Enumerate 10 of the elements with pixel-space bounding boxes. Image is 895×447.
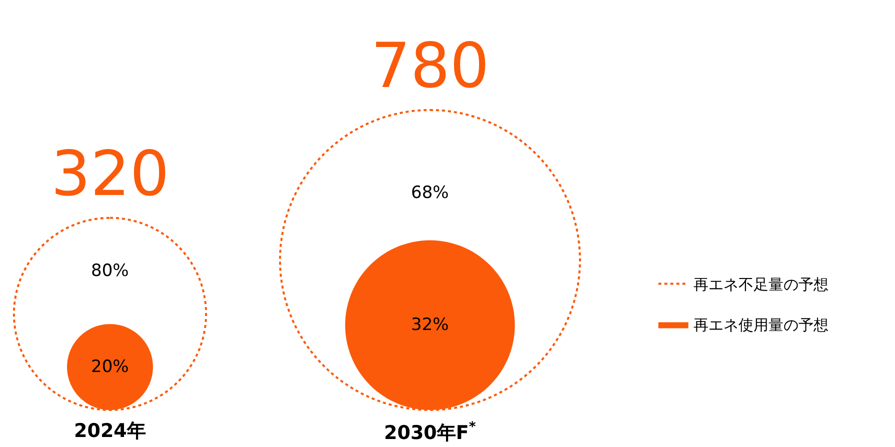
data-label: 80% [91,261,129,281]
legend-label: 再エネ不足量の予想 [693,276,828,294]
legend-label: 再エネ使用量の予想 [693,316,828,334]
text: 320 [51,137,170,210]
data-label: 68% [411,183,449,203]
data-label: 32% [411,315,449,335]
text: 780 [371,29,490,102]
category-label: 2030年F$^{*}$ [384,420,476,444]
category-label: 2024年 [74,420,146,442]
data-label: 20% [91,357,129,377]
